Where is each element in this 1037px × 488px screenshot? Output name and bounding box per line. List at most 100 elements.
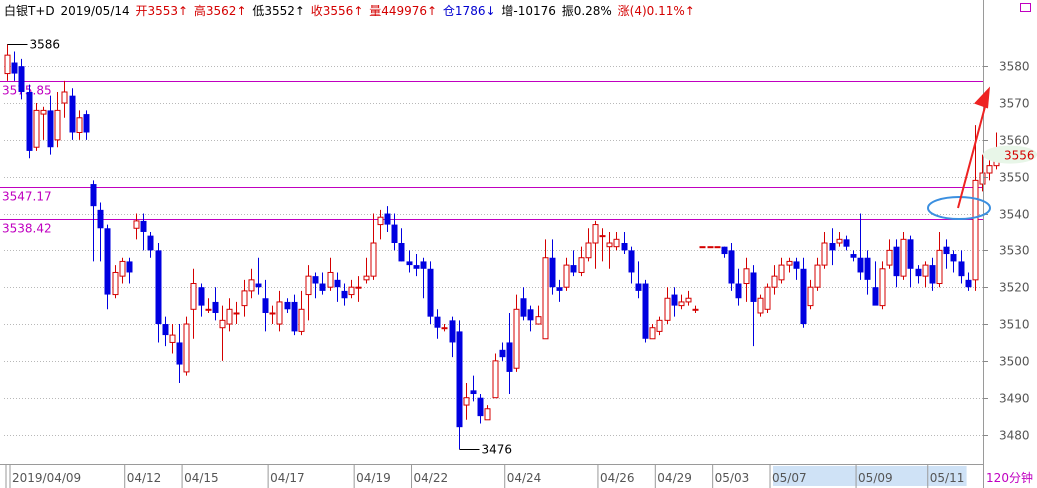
candle-body bbox=[484, 408, 491, 421]
candle-body bbox=[420, 261, 427, 269]
candle-body bbox=[843, 239, 850, 247]
current-price-label: 3556 bbox=[1004, 149, 1035, 163]
candle-body bbox=[872, 287, 879, 306]
candle-body bbox=[434, 316, 441, 328]
candle-body bbox=[972, 179, 979, 281]
candle-body bbox=[527, 309, 534, 321]
candle-body bbox=[370, 242, 377, 277]
candle-body bbox=[334, 279, 341, 288]
candle-body bbox=[578, 257, 585, 273]
candle-body bbox=[248, 279, 255, 292]
x-tick-label: 04/17 bbox=[270, 471, 305, 485]
candle-body bbox=[728, 250, 735, 284]
candle-body bbox=[456, 331, 463, 428]
candle-body bbox=[262, 298, 269, 313]
candle-body bbox=[348, 286, 355, 296]
candle-body bbox=[814, 264, 821, 288]
candle-body bbox=[205, 308, 212, 311]
candle-body bbox=[714, 246, 721, 249]
candle-body bbox=[735, 283, 742, 299]
candle-body bbox=[226, 308, 233, 325]
y-tick-label: 3570 bbox=[999, 97, 1030, 111]
candle-body bbox=[950, 254, 957, 262]
candle-body bbox=[621, 243, 628, 251]
candle-body bbox=[97, 209, 104, 229]
candle-body bbox=[879, 268, 886, 307]
candle-body bbox=[233, 312, 240, 315]
candle-body bbox=[929, 265, 936, 284]
quote-date: 2019/05/14 bbox=[60, 4, 130, 18]
candle-body bbox=[771, 275, 778, 288]
price-level-label: 3538.42 bbox=[2, 222, 52, 236]
candle-body bbox=[319, 283, 326, 291]
price-level-label: 3575.85 bbox=[2, 84, 52, 98]
candle-body bbox=[535, 316, 542, 325]
candle-body bbox=[312, 276, 319, 284]
candle-body bbox=[671, 294, 678, 306]
candle-body bbox=[599, 235, 606, 238]
candle-body bbox=[341, 290, 348, 299]
candle-body bbox=[606, 242, 613, 248]
candle-body bbox=[198, 287, 205, 306]
candle-body bbox=[886, 249, 893, 266]
candle-body bbox=[406, 261, 413, 266]
candle-body bbox=[807, 286, 814, 307]
x-tick-label: 04/29 bbox=[657, 471, 692, 485]
candle-body bbox=[76, 117, 83, 134]
candle-body bbox=[190, 283, 197, 310]
candle-body bbox=[499, 349, 506, 358]
highlight-ellipse bbox=[927, 196, 991, 221]
price-level-label: 3547.17 bbox=[2, 190, 52, 204]
candle-body bbox=[169, 334, 176, 343]
candle-body bbox=[570, 265, 577, 273]
price-change: 涨(4)0.11%↑ bbox=[617, 4, 695, 18]
candle-body bbox=[900, 238, 907, 277]
candle-body bbox=[721, 246, 728, 255]
candle-body bbox=[893, 246, 900, 277]
y-tick-label: 3580 bbox=[999, 60, 1030, 74]
candle-body bbox=[743, 268, 750, 285]
extreme-label: 3586 bbox=[30, 38, 61, 52]
candle-body bbox=[692, 308, 699, 311]
candle-body bbox=[112, 271, 119, 296]
candle-body bbox=[778, 264, 785, 281]
x-tick-label: 04/15 bbox=[184, 471, 219, 485]
candle-body bbox=[241, 290, 248, 307]
candle-body bbox=[907, 239, 914, 269]
candle-body bbox=[542, 257, 549, 340]
candle-body bbox=[104, 228, 111, 295]
period-selector[interactable]: 120分钟 bbox=[986, 471, 1033, 485]
candle-body bbox=[183, 323, 190, 373]
candle-body bbox=[291, 301, 298, 332]
candle-body bbox=[800, 268, 807, 325]
candle-body bbox=[276, 301, 283, 325]
candle-body bbox=[47, 110, 54, 148]
y-axis-ticks: 3480 3490 3500 3510 3520 3530 3540 3550 3560 3570… bbox=[983, 60, 1030, 443]
y-tick-label: 3480 bbox=[999, 429, 1030, 443]
candle-body bbox=[492, 360, 499, 399]
candle-body bbox=[327, 271, 334, 288]
low-price: 低3552↑ bbox=[252, 4, 305, 18]
candle-body bbox=[664, 297, 671, 321]
candle-body bbox=[391, 224, 398, 243]
close-price: 收3556↑ bbox=[310, 4, 364, 18]
candle-body bbox=[979, 172, 986, 185]
high-price: 高3562↑ bbox=[193, 4, 247, 18]
y-tick-label: 3490 bbox=[999, 392, 1030, 406]
x-tick-label: 05/11 bbox=[930, 471, 965, 485]
candle-body bbox=[477, 397, 484, 417]
candle-body bbox=[850, 254, 857, 258]
candle-body bbox=[40, 109, 47, 115]
price-levels: 3575.85 3547.17 3538.42 bbox=[0, 81, 983, 236]
candle-body bbox=[305, 275, 312, 296]
candle-body bbox=[699, 246, 706, 249]
window-toggle-icon[interactable] bbox=[1020, 3, 1031, 12]
y-tick-label: 3530 bbox=[999, 244, 1030, 258]
candle-body bbox=[269, 312, 276, 315]
candle-body bbox=[936, 249, 943, 285]
candle-body bbox=[685, 297, 692, 303]
candle-body bbox=[4, 54, 11, 75]
candle-body bbox=[915, 268, 922, 277]
